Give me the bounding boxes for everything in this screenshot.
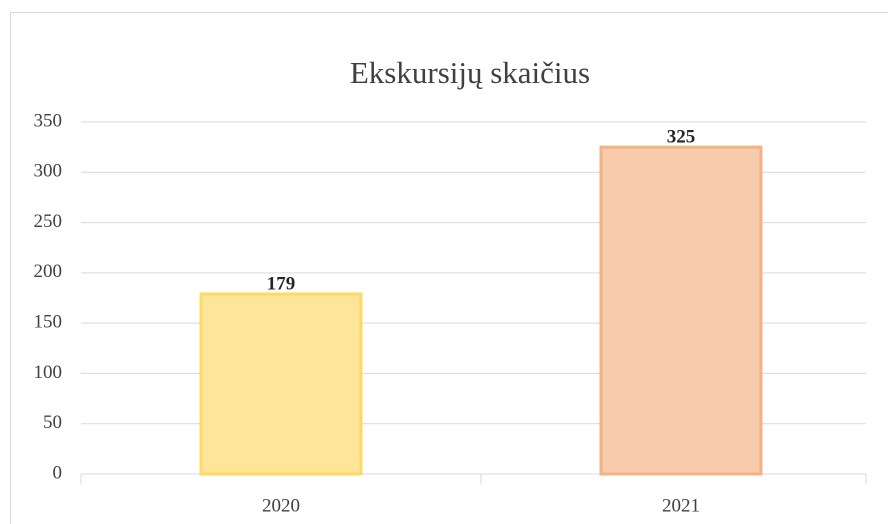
value-label: 179 — [267, 273, 296, 294]
y-tick-label: 200 — [34, 261, 63, 282]
y-tick-label: 50 — [43, 412, 62, 433]
bar — [599, 145, 763, 476]
y-tick-label: 350 — [34, 110, 63, 131]
y-tick-label: 150 — [34, 312, 63, 333]
value-label: 325 — [667, 127, 696, 148]
x-tick-label: 2021 — [662, 495, 700, 516]
y-tick-label: 250 — [34, 211, 63, 232]
x-tick-label: 2020 — [262, 495, 300, 516]
y-tick-label: 0 — [53, 462, 63, 483]
chart-title: Ekskursijų skaičius — [350, 55, 590, 90]
y-tick-label: 300 — [34, 161, 63, 182]
y-tick-label: 100 — [34, 362, 63, 383]
bar — [199, 292, 363, 476]
